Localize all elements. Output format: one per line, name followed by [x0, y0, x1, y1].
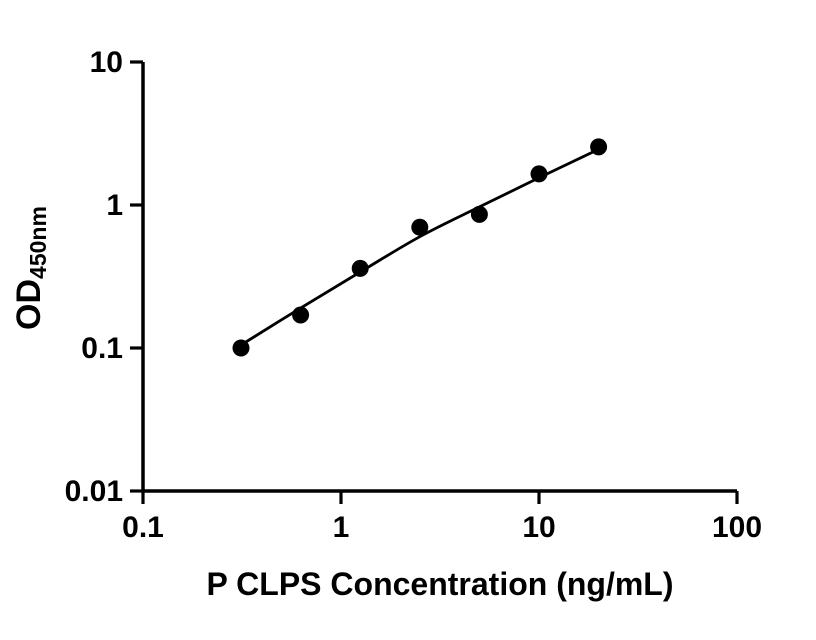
- data-point: [470, 205, 488, 223]
- x-tick-label: 100: [712, 511, 762, 544]
- y-tick-label: 10: [90, 46, 123, 79]
- y-tick-label: 1: [106, 189, 123, 222]
- y-tick-label: 0.01: [65, 475, 123, 508]
- axes: [141, 62, 737, 493]
- y-axis-label: OD450nm: [10, 206, 51, 330]
- y-tick-label: 0.1: [81, 332, 123, 365]
- data-point: [351, 259, 369, 277]
- data-point: [590, 138, 608, 156]
- x-tick-label: 1: [333, 511, 350, 544]
- data-point: [411, 218, 429, 236]
- data-point: [530, 165, 548, 183]
- x-tick-label: 10: [522, 511, 555, 544]
- data-point: [232, 339, 250, 357]
- x-tick-label: 0.1: [122, 511, 164, 544]
- x-axis-label: P CLPS Concentration (ng/mL): [207, 566, 674, 602]
- data-point: [292, 306, 310, 324]
